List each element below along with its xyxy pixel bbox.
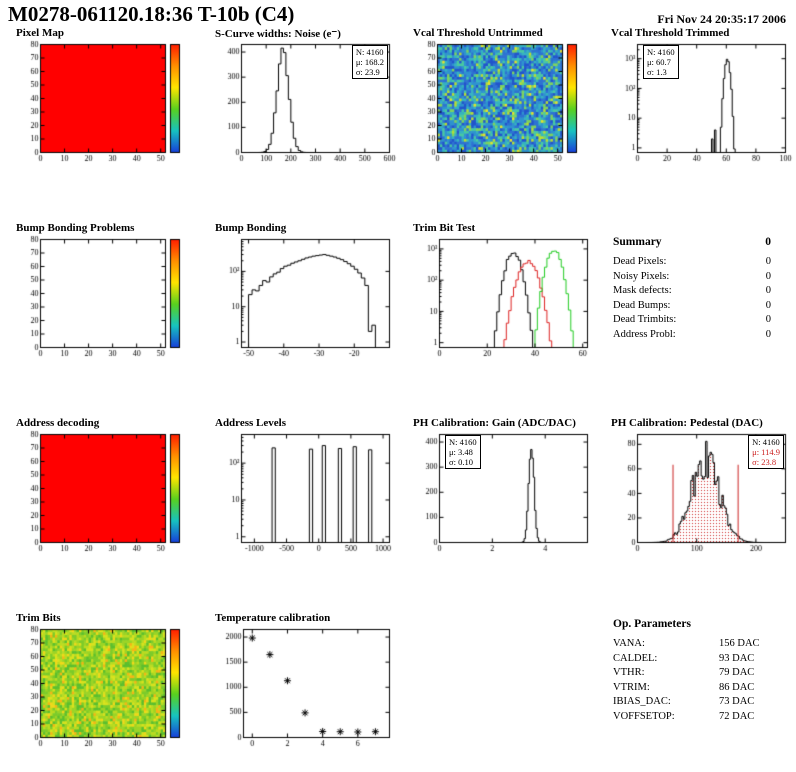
summary-label: Dead Pixels:: [613, 256, 667, 267]
panel-pixel-map: Pixel Map: [16, 27, 200, 168]
stats-sigma: σ: 23.9: [355, 67, 380, 77]
op-parameter-row: IBIAS_DAC: 73 DAC: [613, 695, 771, 710]
summary-value: 0: [765, 299, 771, 311]
summary-label: Address Probl:: [613, 328, 676, 340]
chart-title: S-Curve widths: Noise (e⁻): [215, 28, 341, 40]
stats-mean: μ: 60.7: [647, 57, 671, 67]
panel-bump-problems: Bump Bonding Problems: [16, 222, 200, 363]
address-levels-chart: [215, 430, 399, 556]
trim-bit-test-chart: [413, 235, 597, 361]
panel-temperature-calibration: Temperature calibration: [215, 612, 399, 753]
chart-title: PH Calibration: Pedestal (DAC): [611, 417, 763, 429]
op-parameters-block: Op. Parameters VANA: 156 DAC CALDEL: 93 DA…: [613, 618, 771, 724]
op-parameter-label: IBIAS_DAC:: [613, 696, 671, 707]
chart-title: Address Levels: [215, 417, 286, 429]
panel-address-levels: Address Levels: [215, 417, 399, 558]
summary-row: Dead Trimbits: 0: [613, 313, 771, 328]
panel-ph-gain: PH Calibration: Gain (ADC/DAC) N: 4160 μ…: [413, 417, 597, 558]
op-parameter-row: VANA: 156 DAC: [613, 637, 771, 652]
chart-title: Trim Bit Test: [413, 222, 476, 234]
summary-value: 0: [765, 314, 771, 325]
summary-label: Noisy Pixels:: [613, 270, 670, 282]
summary-value: 0: [765, 285, 771, 296]
ph-gain-chart: [413, 430, 597, 556]
op-parameter-value: 93 DAC: [719, 652, 755, 664]
summary-value: 0: [765, 328, 771, 340]
panel-ph-pedestal: PH Calibration: Pedestal (DAC) N: 4160 μ…: [611, 417, 795, 558]
stats-mean: μ: 114.9: [752, 447, 780, 457]
pixel-map-chart: [16, 40, 200, 166]
op-parameter-value: 156 DAC: [719, 638, 760, 649]
bump-bonding-chart: [215, 235, 399, 361]
stats-box: N: 4160 μ: 60.7 σ: 1.3: [643, 45, 679, 79]
stats-entries: N: 4160: [355, 47, 384, 57]
chart-title: Vcal Threshold Trimmed: [611, 27, 730, 39]
chart-title: Bump Bonding Problems: [16, 222, 135, 234]
summary-title: Summary: [613, 236, 662, 248]
stats-entries: N: 4160: [449, 437, 477, 447]
op-parameter-label: VTRIM:: [613, 681, 650, 693]
summary-row: Mask defects: 0: [613, 284, 771, 299]
op-parameter-row: VOFFSETOP: 72 DAC: [613, 710, 771, 725]
chart-title: Vcal Threshold Untrimmed: [413, 27, 543, 39]
op-parameter-value: 73 DAC: [719, 696, 755, 707]
address-decoding-chart: [16, 430, 200, 556]
stats-box: N: 4160 μ: 114.9 σ: 23.8: [748, 435, 784, 469]
stats-sigma: σ: 0.10: [449, 457, 473, 467]
chart-title: Pixel Map: [16, 27, 64, 39]
stats-box: N: 4160 μ: 3.48 σ: 0.10: [445, 435, 481, 469]
stats-entries: N: 4160: [752, 437, 780, 447]
page-title: M0278-061120.18:36 T-10b (C4): [8, 2, 295, 26]
chart-title: Temperature calibration: [215, 612, 331, 624]
op-parameters-title: Op. Parameters: [613, 618, 691, 630]
op-parameter-label: VTHR:: [613, 667, 645, 678]
chart-title: Trim Bits: [16, 612, 61, 624]
timestamp: Fri Nov 24 20:35:17 2006: [657, 12, 786, 26]
panel-vcal-untrimmed: Vcal Threshold Untrimmed: [413, 27, 597, 168]
stats-box: N: 4160 μ: 168.2 σ: 23.9: [351, 45, 388, 79]
stats-entries: N: 4160: [647, 47, 675, 57]
stats-mean: μ: 168.2: [355, 57, 384, 67]
chart-title: PH Calibration: Gain (ADC/DAC): [413, 417, 576, 429]
op-parameter-row: VTRIM: 86 DAC: [613, 681, 771, 696]
op-parameter-label: VANA:: [613, 638, 645, 649]
summary-value: 0: [765, 256, 771, 267]
op-parameter-value: 72 DAC: [719, 710, 755, 722]
chart-title: Address decoding: [16, 417, 100, 429]
op-parameter-label: CALDEL:: [613, 652, 658, 664]
summary-row: Noisy Pixels: 0: [613, 270, 771, 285]
summary-row: Dead Bumps: 0: [613, 299, 771, 314]
panel-bump-bonding: Bump Bonding: [215, 222, 399, 363]
stats-mean: μ: 3.48: [449, 447, 473, 457]
panel-trim-bits: Trim Bits: [16, 612, 200, 753]
panel-address-decoding: Address decoding: [16, 417, 200, 558]
temperature-calibration-chart: [215, 625, 399, 751]
stats-sigma: σ: 23.8: [752, 457, 777, 467]
panel-scurve-noise: S-Curve widths: Noise (e⁻) N: 4160 μ: 16…: [215, 27, 399, 168]
bump-problems-chart: [16, 235, 200, 361]
summary-label: Mask defects:: [613, 285, 672, 296]
summary-value: 0: [765, 270, 771, 282]
summary-row: Dead Pixels: 0: [613, 255, 771, 270]
trim-bits-chart: [16, 625, 200, 751]
op-parameters-header: Op. Parameters: [613, 618, 771, 630]
stats-sigma: σ: 1.3: [647, 67, 667, 77]
op-parameter-row: CALDEL: 93 DAC: [613, 652, 771, 667]
summary-label: Dead Trimbits:: [613, 314, 677, 325]
summary-row: Address Probl: 0: [613, 328, 771, 343]
summary-block: Summary 0 Dead Pixels: 0 Noisy Pixels: 0 M…: [613, 236, 771, 342]
summary-label: Dead Bumps:: [613, 299, 671, 311]
vcal-untrimmed-chart: [413, 40, 597, 166]
chart-title: Bump Bonding: [215, 222, 287, 234]
vcal-trimmed-chart: [611, 40, 795, 166]
panel-vcal-trimmed: Vcal Threshold Trimmed N: 4160 μ: 60.7 σ…: [611, 27, 795, 168]
op-parameter-value: 86 DAC: [719, 681, 755, 693]
panel-trim-bit-test: Trim Bit Test: [413, 222, 597, 363]
summary-total: 0: [765, 236, 771, 248]
op-parameter-value: 79 DAC: [719, 667, 755, 678]
op-parameter-row: VTHR: 79 DAC: [613, 666, 771, 681]
summary-header: Summary 0: [613, 236, 771, 248]
op-parameter-label: VOFFSETOP:: [613, 710, 675, 722]
